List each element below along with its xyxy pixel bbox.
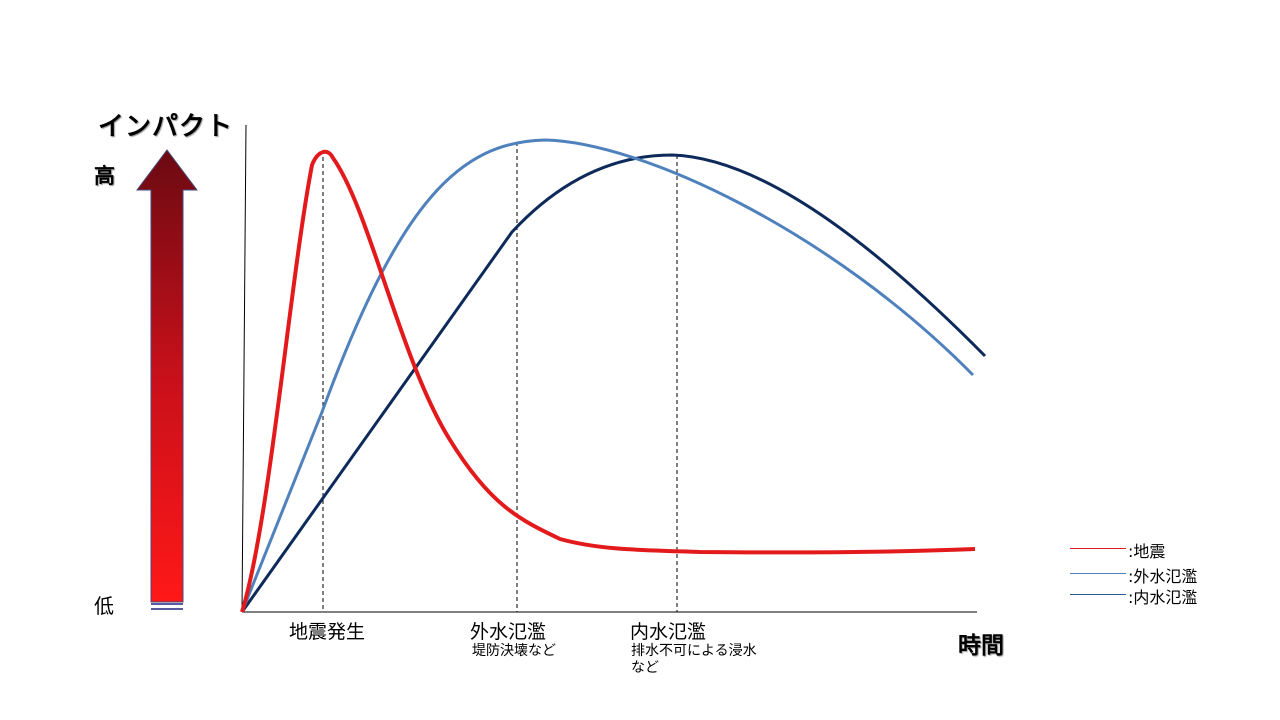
legend-label: :地震 (1128, 542, 1166, 561)
legend-swatch (1070, 594, 1126, 595)
event-sublabel2-internal-flood: など (631, 660, 659, 676)
legend-label: :外水氾濫 (1128, 567, 1198, 586)
y-axis-high-label: 高 (94, 164, 115, 188)
event-label-earthquake: 地震発生 (289, 621, 366, 643)
event-label-internal-flood: 内水氾濫 (630, 621, 707, 643)
impact-arrow (136, 149, 198, 610)
external-flood-curve (240, 138, 975, 613)
y-axis-title: インパクト (98, 112, 234, 142)
x-axis-title: 時間 (958, 633, 1004, 659)
legend-label: :内水氾濫 (1128, 588, 1198, 607)
event-sublabel-internal-flood: 排水不可による浸水 (631, 643, 757, 659)
earthquake-curve (240, 149, 976, 613)
legend-swatch (1070, 548, 1126, 549)
y-axis-low-label: 低 (94, 594, 114, 618)
event-label-external-flood: 外水氾濫 (470, 621, 547, 643)
legend-swatch (1070, 573, 1126, 574)
internal-flood-curve (240, 153, 987, 613)
y-axis (241, 124, 247, 613)
event-sublabel-external-flood: 堤防決壊など (472, 643, 556, 659)
